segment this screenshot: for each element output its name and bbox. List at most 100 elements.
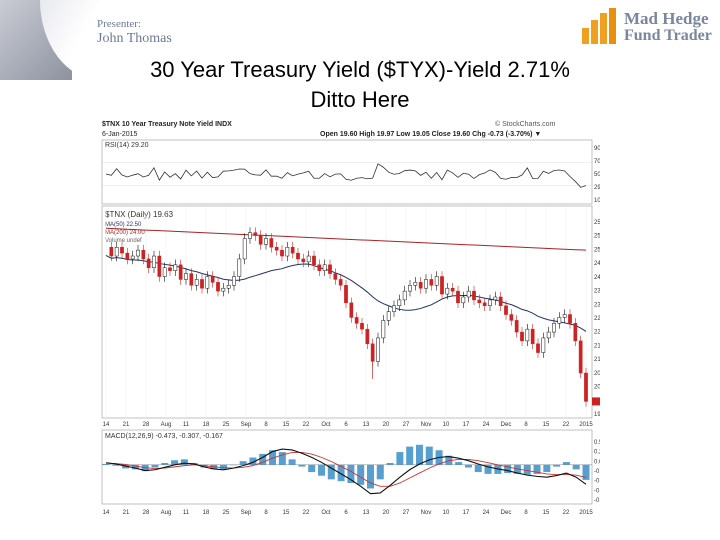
macd-histogram-bar <box>131 464 139 470</box>
candle-body <box>445 287 450 295</box>
macd-histogram-bar <box>572 464 580 470</box>
candle-body <box>280 249 284 257</box>
macd-histogram-bar <box>278 452 286 465</box>
candle-body <box>392 305 396 312</box>
candle-body <box>434 276 439 286</box>
rsi-tick-label: 70 <box>594 159 600 165</box>
ma200-line <box>105 227 587 251</box>
price-tick-label: 24.5 <box>594 261 600 267</box>
x-axis-label-bottom: 13 <box>363 510 370 516</box>
candle-body <box>349 302 354 318</box>
candle-body <box>424 279 428 289</box>
candle-body <box>573 323 578 342</box>
x-axis-label: 27 <box>403 422 410 428</box>
macd-histogram-bar <box>337 464 345 482</box>
x-axis-label: 13 <box>363 422 370 428</box>
chart-svg: $TNX 10 Year Treasury Note Yield INDX © … <box>101 120 612 516</box>
candle-body <box>248 232 252 239</box>
macd-histogram-bar <box>376 464 384 480</box>
candle-body <box>216 282 220 292</box>
macd-histogram-bar <box>523 464 531 475</box>
candle-body <box>525 328 530 342</box>
candle-body <box>461 296 466 304</box>
candle-body <box>488 299 492 307</box>
candle-body <box>301 258 306 263</box>
slide-title-line1: 30 Year Treasury Yield ($TYX)-Yield 2.71… <box>150 57 570 82</box>
logo-bars-icon <box>582 8 616 44</box>
x-axis-label-bottom: 22 <box>303 510 310 516</box>
macd-histogram-bar <box>386 462 394 465</box>
macd-histogram-bar <box>318 464 326 476</box>
macd-tick-label: -0.307 <box>594 479 600 485</box>
candle-body <box>498 296 503 307</box>
x-axis-label-bottom: 8 <box>524 510 528 516</box>
price-tick-label: 22.0 <box>594 330 600 336</box>
macd-histogram-bar <box>396 452 404 465</box>
legend-volume: Volume undef <box>105 238 142 244</box>
legend-ma200: MA(200) 24.00 <box>105 230 145 236</box>
candle-body <box>440 276 444 295</box>
candle-body <box>386 311 391 321</box>
macd-tick-label: 0.00 <box>594 459 600 465</box>
price-tick-label: 25.0 <box>594 247 600 253</box>
candle-body <box>520 331 524 342</box>
x-axis-label-bottom: Dec <box>501 510 512 516</box>
candle-body <box>344 285 348 304</box>
candle-body <box>546 331 551 339</box>
presenter-name: John Thomas <box>97 31 172 46</box>
candle-body <box>578 340 583 374</box>
candle-body <box>173 264 178 271</box>
candle-body <box>312 255 316 266</box>
x-axis-label: Nov <box>421 422 432 428</box>
price-tick-label: 21.0 <box>594 357 600 363</box>
macd-histogram-bar <box>269 450 277 465</box>
logo-line1: Mad Hedge <box>624 9 709 28</box>
candle-body <box>146 258 151 268</box>
macd-signal-line <box>105 451 587 487</box>
candle-body <box>333 273 338 280</box>
candle-body <box>397 299 402 307</box>
candle-body <box>162 267 167 277</box>
candle-body <box>514 320 519 333</box>
macd-histogram-bar <box>220 464 228 470</box>
candle-body <box>568 314 572 324</box>
x-axis-label-bottom: 20 <box>383 510 390 516</box>
macd-histogram-bar <box>239 461 247 465</box>
price-tick-label: 25.5 <box>594 220 600 226</box>
x-axis-label-bottom: Sep <box>241 510 252 516</box>
candle-body <box>120 247 124 254</box>
macd-histogram-bar <box>308 464 316 473</box>
macd-histogram-bar <box>298 464 306 467</box>
price-tick-label: 21.5 <box>594 343 600 349</box>
candle-body <box>408 285 412 292</box>
candle-body <box>376 337 380 362</box>
x-axis-label-bottom: Aug <box>161 510 172 516</box>
candle-body <box>509 314 514 321</box>
price-tick-label: 23.0 <box>594 302 600 308</box>
macd-histogram-bar <box>327 464 335 480</box>
macd-histogram-bar <box>357 464 365 485</box>
logo-text: Mad Hedge Fund Trader <box>624 10 712 44</box>
candle-body <box>194 279 199 286</box>
price-panel <box>101 205 593 419</box>
macd-histogram-bar <box>288 459 296 465</box>
chart-symbol-title: $TNX 10 Year Treasury Note Yield INDX <box>102 121 232 128</box>
price-tick-label: 22.51 <box>594 316 600 322</box>
candle-body <box>189 273 194 286</box>
x-axis-label: 20 <box>383 422 390 428</box>
candle-body <box>184 273 188 280</box>
candle-body <box>466 290 471 298</box>
x-axis-label: 15 <box>543 422 550 428</box>
x-axis-label: 28 <box>143 422 150 428</box>
candle-body <box>504 305 508 315</box>
x-axis-label-bottom: 6 <box>344 510 348 516</box>
candle-body <box>328 264 332 274</box>
candle-body <box>306 255 311 263</box>
candle-body <box>253 232 258 236</box>
macd-tick-label: 0.50 <box>594 440 600 446</box>
candle-body <box>178 264 183 280</box>
rsi-panel <box>101 139 593 205</box>
candle-body <box>429 279 434 286</box>
candle-body <box>584 372 588 402</box>
candle-body <box>200 279 204 289</box>
